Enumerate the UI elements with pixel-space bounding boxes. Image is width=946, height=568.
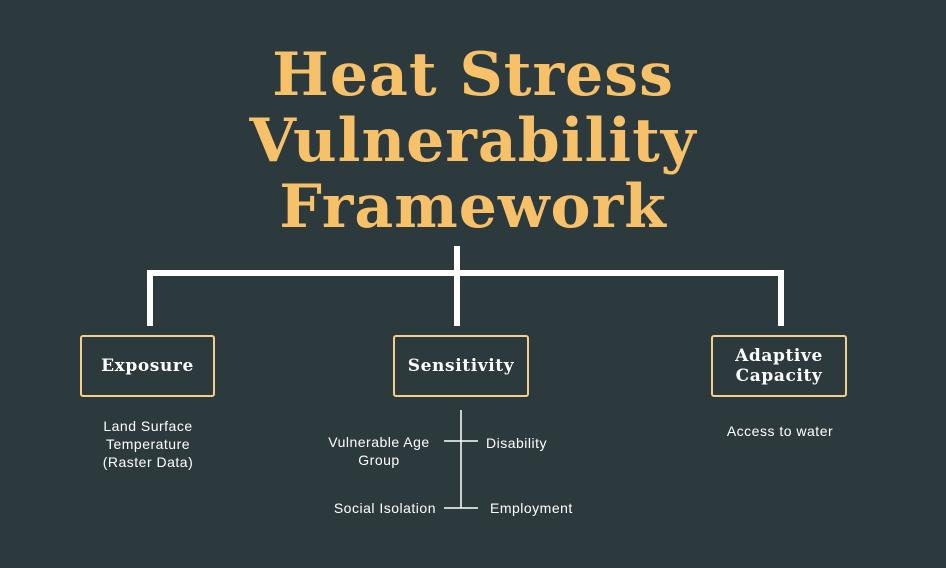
sensitivity-box: Sensitivity [393,335,529,397]
diagram-title: Heat Stress Vulnerability Framework [0,42,946,240]
sensitivity-item-disability: Disability [486,435,548,451]
adaptive-capacity-label-line-2: Capacity [735,366,823,386]
exposure-label: Exposure [101,356,194,376]
adaptive-capacity-label-line-1: Adaptive [735,346,823,366]
exposure-item-line-1: Land Surface [103,418,193,434]
vulnerable-age-line-2: Group [358,452,400,468]
exposure-item: Land Surface Temperature (Raster Data) [78,417,218,471]
adaptive-capacity-box: Adaptive Capacity [711,335,847,397]
exposure-item-line-3: (Raster Data) [102,454,194,470]
adaptive-capacity-item: Access to water [726,423,834,439]
exposure-item-line-2: Temperature [105,436,191,452]
sensitivity-item-social-isolation: Social Isolation [333,500,436,516]
sensitivity-item-employment: Employment [490,500,573,516]
title-line-3: Framework [279,172,667,242]
sensitivity-label: Sensitivity [407,356,515,376]
exposure-box: Exposure [80,335,215,397]
vulnerable-age-line-1: Vulnerable Age [328,434,430,450]
title-line-1: Heat Stress [272,40,674,110]
title-line-2: Vulnerability [249,106,697,176]
sensitivity-item-vulnerable-age: Vulnerable Age Group [316,433,442,469]
